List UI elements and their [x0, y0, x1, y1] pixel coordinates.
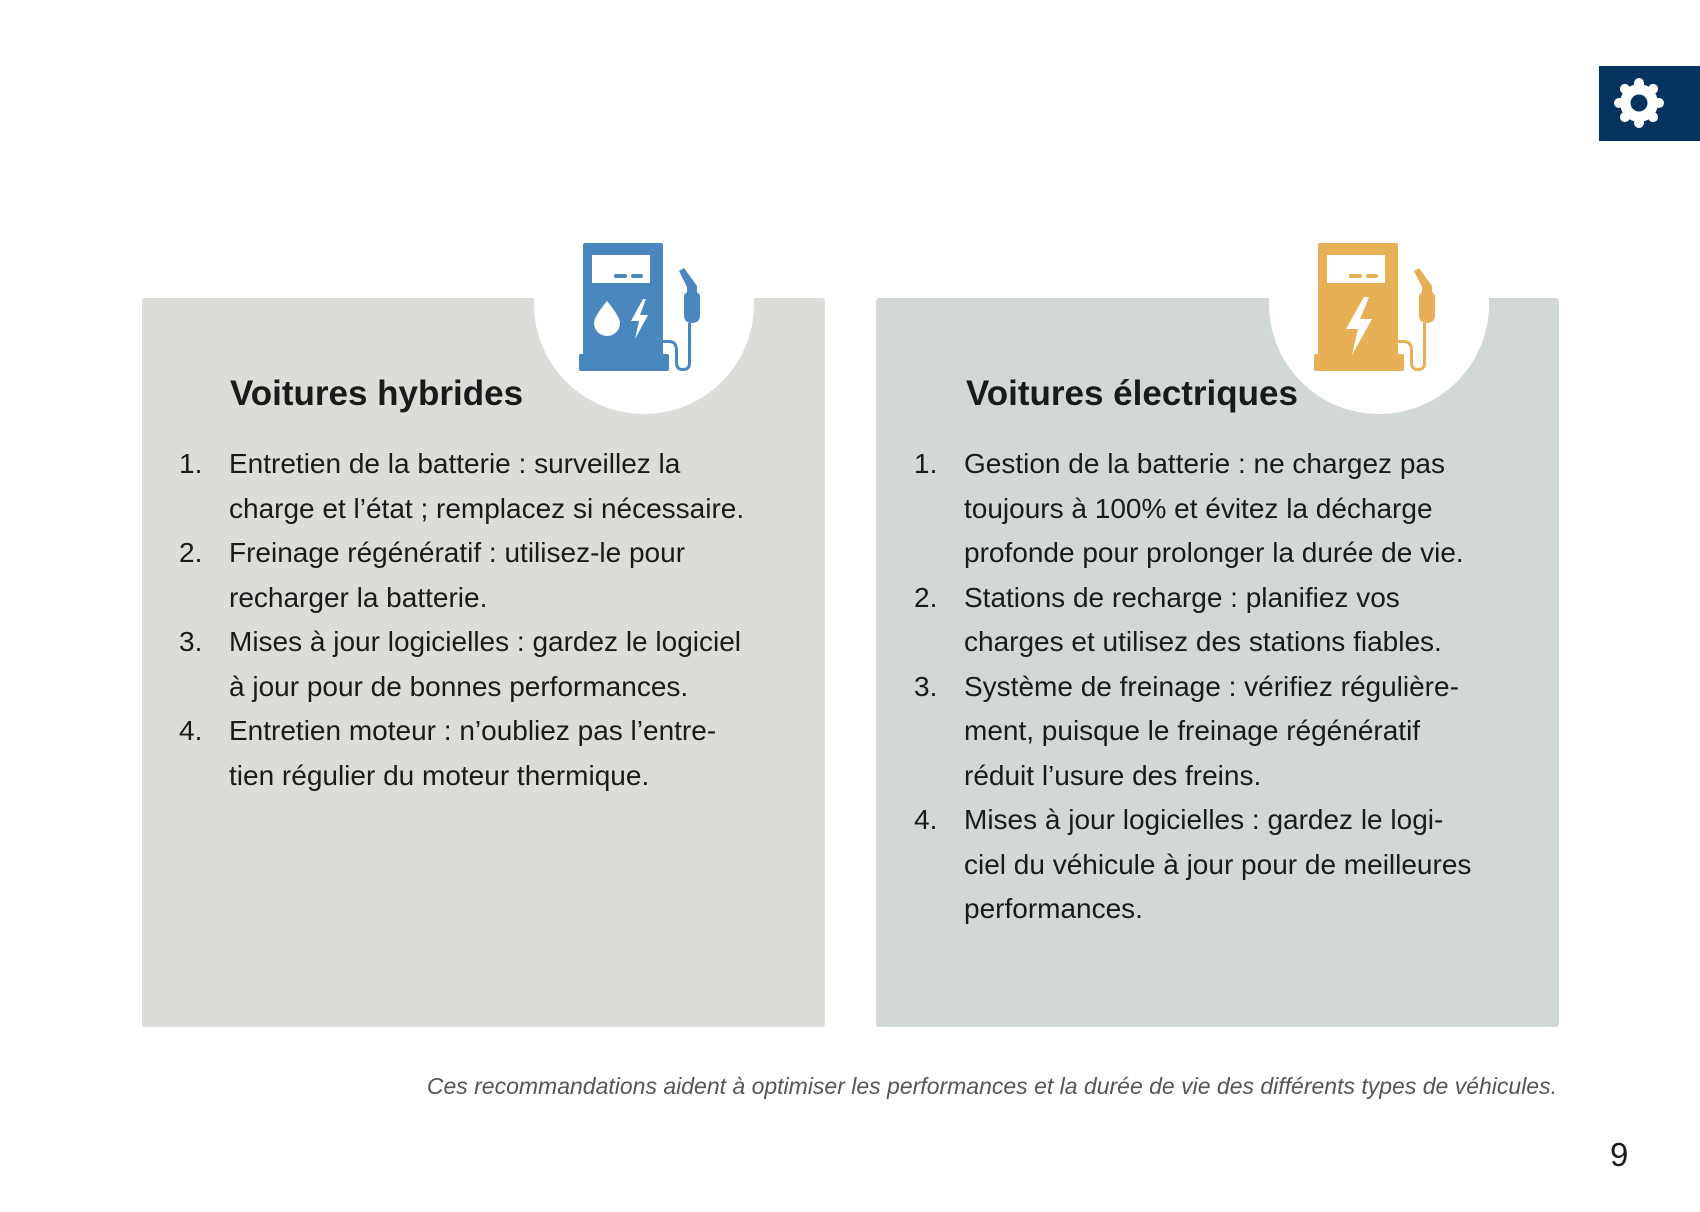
list-item: 3. Mises à jour logicielles : gardez le l… — [179, 620, 744, 709]
item-text: Freinage régénératif : utilisez-le pour — [229, 537, 686, 568]
page-number: 9 — [1610, 1136, 1629, 1173]
list-item: 3. Système de freinage : vérifiez réguliè… — [914, 665, 1471, 799]
item-number: 3. — [914, 670, 938, 702]
list-item: 1. Entretien de la batterie : surveillez … — [179, 442, 744, 531]
list-item: 1. Gestion de la batterie : ne chargez pa… — [914, 442, 1471, 576]
hybrid-cars-card — [142, 298, 825, 1027]
item-text: charges et utilisez des stations fiables… — [964, 626, 1442, 657]
item-number: 3. — [179, 626, 203, 657]
electric-cars-card — [876, 298, 1559, 1027]
item-text: charge et l’état ; remplacez si nécessai… — [229, 492, 745, 524]
item-text: Mises à jour logicielles : gardez le log… — [964, 804, 1444, 835]
item-text: tien régulier du moteur thermique. — [229, 759, 650, 791]
item-text: performances. — [964, 893, 1143, 924]
item-text: Gestion de la batterie : ne chargez pas — [964, 448, 1445, 479]
item-text: recharger la batterie. — [229, 581, 488, 613]
card-title: Voitures électriques — [966, 374, 1298, 413]
item-text: ment, puisque le freinage régénératif — [964, 715, 1421, 746]
item-text: à jour pour de bonnes performances. — [229, 670, 689, 702]
hybrid-tips-list: 1. Entretien de la batterie : surveillez … — [179, 442, 744, 798]
electric-tips-list: 1. Gestion de la batterie : ne chargez pa… — [914, 442, 1471, 932]
item-text: ciel du véhicule à jour pour de meilleur… — [964, 848, 1472, 880]
gear-icon — [1614, 78, 1664, 128]
footer-note: Ces recommandations aident à optimiser l… — [426, 1073, 1557, 1099]
fuel-pump-hybrid-icon — [579, 243, 700, 371]
item-number: 2. — [179, 537, 203, 568]
item-text: réduit l’usure des freins. — [964, 759, 1262, 791]
card-title: Voitures hybrides — [230, 374, 524, 413]
settings-badge[interactable] — [1599, 66, 1700, 141]
item-text: Système de freinage : vérifiez régulière… — [964, 670, 1459, 702]
item-number: 4. — [914, 804, 938, 835]
item-text: profonde pour prolonger la durée de vie. — [964, 537, 1464, 568]
list-item: 4. Mises à jour logicielles : gardez le l… — [914, 798, 1471, 932]
list-item: 4. Entretien moteur : n’oubliez pas l’ent… — [179, 709, 744, 798]
item-text: Mises à jour logicielles : gardez le log… — [229, 626, 742, 657]
item-text: toujours à 100% et évitez la décharge — [964, 492, 1433, 524]
item-text: Entretien moteur : n’oubliez pas l’entre… — [229, 715, 717, 746]
item-number: 1. — [914, 448, 938, 479]
item-number: 1. — [179, 448, 203, 479]
item-text: Entretien de la batterie : surveillez la — [229, 448, 681, 479]
ev-charging-pump-icon — [1314, 243, 1435, 371]
item-number: 4. — [179, 715, 203, 746]
item-text: Stations de recharge : planifiez vos — [964, 581, 1400, 613]
item-number: 2. — [914, 581, 938, 613]
list-item: 2. Freinage régénératif : utilisez-le pou… — [179, 531, 744, 620]
list-item: 2. Stations de recharge : planifiez vos ch… — [914, 576, 1471, 665]
